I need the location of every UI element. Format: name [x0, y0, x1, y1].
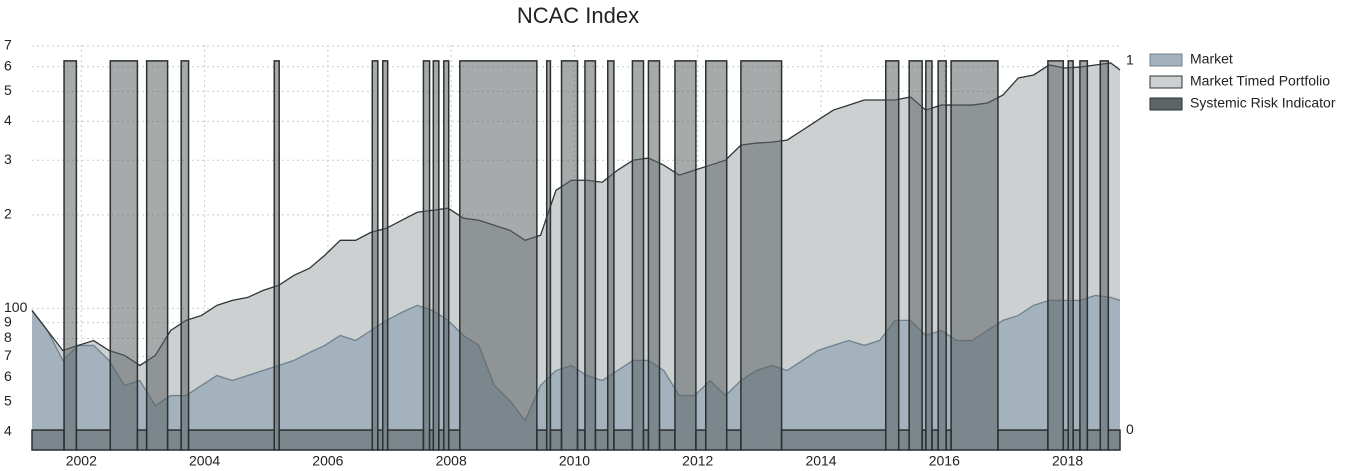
indicator-step	[1072, 429, 1081, 451]
x-tick-label: 2008	[436, 453, 467, 469]
y-tick-label: 7	[4, 37, 12, 53]
indicator-step	[631, 60, 645, 451]
indicator-step	[31, 429, 65, 451]
indicator-step	[371, 60, 379, 451]
x-tick-label: 2002	[66, 453, 97, 469]
indicator-step	[386, 429, 425, 451]
y-tick-label: 5	[4, 82, 12, 98]
legend-label: Market Timed Portfolio	[1190, 73, 1330, 89]
legend-label: Systemic Risk Indicator	[1190, 95, 1336, 111]
y-tick-label: 3	[4, 151, 12, 167]
indicator-step	[725, 429, 742, 451]
indicator-step	[75, 429, 112, 451]
indicator-step	[136, 429, 148, 451]
legend-swatch	[1149, 75, 1183, 89]
indicator-step	[1067, 60, 1074, 451]
y-tick-label: 5	[4, 393, 12, 409]
indicator-step	[594, 429, 609, 451]
x-tick-label: 2014	[805, 453, 836, 469]
indicator-step	[145, 60, 169, 451]
indicator-step	[187, 429, 276, 451]
legend-swatch	[1149, 97, 1183, 111]
indicator-step	[549, 429, 563, 451]
indicator-step	[560, 60, 579, 451]
indicator-step	[1107, 429, 1121, 451]
indicator-step	[780, 429, 887, 451]
indicator-step	[278, 429, 374, 451]
indicator-step	[695, 429, 707, 451]
y-tick-label: 100	[4, 299, 28, 315]
indicator-step	[897, 429, 910, 451]
indicator-step	[432, 60, 440, 451]
indicator-step	[381, 60, 389, 451]
y2-tick-label: 1	[1126, 52, 1134, 68]
x-tick-label: 2006	[312, 453, 343, 469]
indicator-step	[1047, 60, 1065, 451]
x-tick-label: 2004	[189, 453, 220, 469]
x-tick-label: 2016	[929, 453, 960, 469]
indicator-step	[937, 60, 947, 451]
indicator-step	[908, 60, 923, 451]
chart-title: NCAC Index	[517, 3, 639, 28]
x-tick-label: 2018	[1052, 453, 1083, 469]
indicator-step	[536, 429, 548, 451]
indicator-step	[422, 60, 431, 451]
indicator-step	[576, 429, 586, 451]
y-tick-label: 7	[4, 347, 12, 363]
y-tick-label: 8	[4, 329, 12, 345]
indicator-step	[1099, 60, 1110, 451]
indicator-step	[950, 60, 999, 451]
indicator-step	[447, 429, 461, 451]
indicator-step	[606, 60, 615, 451]
indicator-step	[674, 60, 697, 451]
x-tick-label: 2012	[682, 453, 713, 469]
y-tick-label: 4	[4, 112, 12, 128]
x-tick-label: 2010	[559, 453, 590, 469]
indicator-step	[997, 429, 1049, 451]
indicator-step	[931, 429, 939, 451]
indicator-step	[1079, 60, 1089, 451]
indicator-step	[180, 60, 190, 451]
y-tick-label: 6	[4, 57, 12, 73]
indicator-step	[545, 60, 552, 451]
indicator-step	[885, 60, 900, 451]
indicator-step	[63, 60, 78, 451]
indicator-step	[705, 60, 728, 451]
y-tick-label: 9	[4, 313, 12, 329]
indicator-step	[740, 60, 783, 451]
legend-label: Market	[1190, 51, 1233, 67]
indicator-step	[925, 60, 933, 451]
indicator-step	[647, 60, 661, 451]
legend-swatch	[1149, 53, 1183, 67]
y-tick-label: 6	[4, 368, 12, 384]
indicator-step	[584, 60, 597, 451]
indicator-step	[273, 60, 280, 451]
indicator-step	[613, 429, 634, 451]
y-tick-label: 4	[4, 423, 12, 439]
indicator-step	[443, 60, 450, 451]
indicator-step	[1086, 429, 1102, 451]
indicator-step	[109, 60, 139, 451]
y2-tick-label: 0	[1126, 421, 1134, 437]
indicator-step	[166, 429, 182, 451]
indicator-step	[658, 429, 676, 451]
y-tick-label: 2	[4, 206, 12, 222]
indicator-step	[459, 60, 538, 451]
